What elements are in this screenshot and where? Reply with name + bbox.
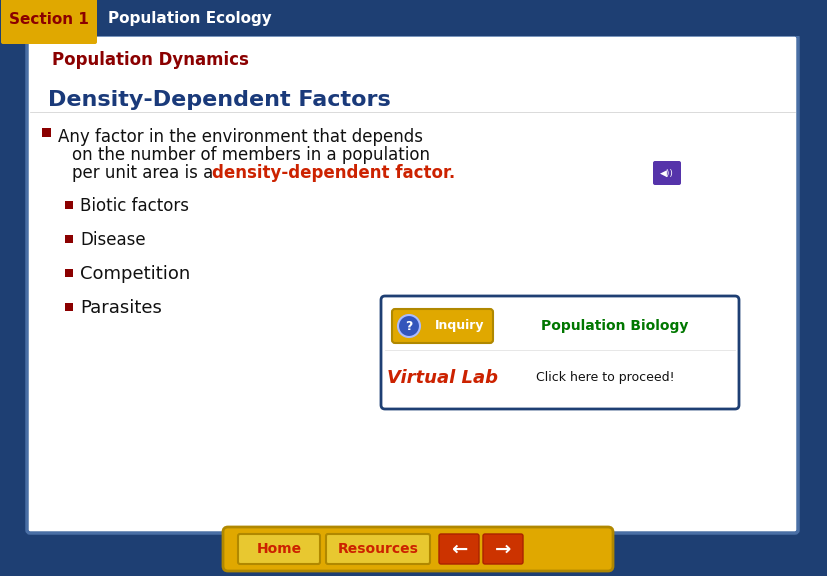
Text: Disease: Disease [80,231,146,249]
Text: Population Dynamics: Population Dynamics [52,51,249,69]
FancyBboxPatch shape [482,534,523,564]
Text: Click here to proceed!: Click here to proceed! [535,372,673,385]
Text: →: → [495,540,510,559]
FancyBboxPatch shape [391,309,492,343]
Text: Home: Home [256,542,301,556]
Text: Biotic factors: Biotic factors [80,197,189,215]
Text: Population Biology: Population Biology [541,319,688,333]
Text: ?: ? [405,320,412,332]
Text: Inquiry: Inquiry [435,320,484,332]
Text: on the number of members in a population: on the number of members in a population [72,146,429,164]
Text: Any factor in the environment that depends: Any factor in the environment that depen… [58,128,423,146]
FancyBboxPatch shape [380,296,739,409]
Bar [65,269,73,277]
Bar [65,235,73,243]
FancyBboxPatch shape [222,527,612,571]
FancyBboxPatch shape [438,534,479,564]
Text: Resources: Resources [337,542,418,556]
Text: ←: ← [450,540,466,559]
Text: Section 1: Section 1 [9,13,88,28]
Text: ◀)): ◀)) [659,169,673,177]
Text: Competition: Competition [80,265,190,283]
FancyBboxPatch shape [326,534,429,564]
FancyBboxPatch shape [653,161,680,185]
Bar [65,201,73,209]
FancyBboxPatch shape [237,534,319,564]
Text: per unit area is a: per unit area is a [72,164,218,182]
Circle shape [398,315,419,337]
Text: Virtual Lab: Virtual Lab [387,369,498,387]
Text: Density-Dependent Factors: Density-Dependent Factors [48,90,390,110]
Text: density-dependent factor.: density-dependent factor. [212,164,455,182]
FancyBboxPatch shape [27,35,797,533]
Bar [65,303,73,311]
Bar [42,128,51,137]
FancyBboxPatch shape [1,0,97,44]
Text: Parasites: Parasites [80,299,162,317]
Text: Population Ecology: Population Ecology [108,10,271,25]
Bar [0,0,827,36]
